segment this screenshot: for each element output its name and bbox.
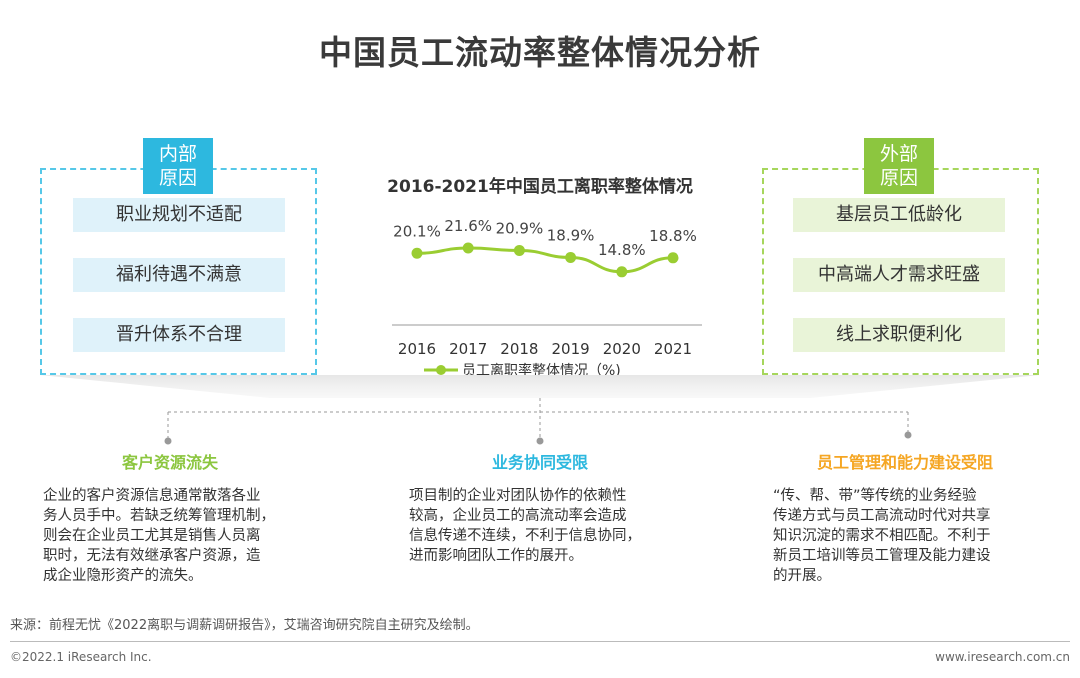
para-line: 进而影响团队工作的展开。 <box>409 548 583 564</box>
data-label: 20.9% <box>496 219 544 237</box>
x-tick-label: 2020 <box>603 340 641 358</box>
internal-reason-item: 福利待遇不满意 <box>73 258 285 292</box>
data-point <box>667 252 679 264</box>
connector-dot-right <box>904 431 912 439</box>
internal-reason-item: 职业规划不适配 <box>73 198 285 232</box>
external-reason-item: 基层员工低龄化 <box>793 198 1005 232</box>
data-label: 14.8% <box>598 241 646 259</box>
x-tick-label: 2016 <box>398 340 436 358</box>
x-tick-label: 2019 <box>552 340 590 358</box>
internal-reason-item: 晋升体系不合理 <box>73 318 285 352</box>
external-reason-item: 线上求职便利化 <box>793 318 1005 352</box>
section-text-collaboration: 项目制的企业对团队协作的依赖性 较高，企业员工的高流动率会造成 信息传递不连续，… <box>409 486 679 566</box>
para-line: 传递方式与员工高流动时代对共享 <box>773 508 991 524</box>
external-tag-line-2: 原因 <box>879 167 918 189</box>
para-line: 务人员手中。若缺乏统筹管理机制， <box>43 508 275 524</box>
section-heading-customer-loss: 客户资源流失 <box>121 453 218 472</box>
data-point <box>513 244 525 256</box>
legend-marker <box>436 365 446 375</box>
page-title: 中国员工流动率整体情况分析 <box>319 33 761 72</box>
copyright: ©2022.1 iResearch Inc. <box>10 650 152 664</box>
section-heading-management: 员工管理和能力建设受阻 <box>816 453 993 472</box>
internal-reasons-tag: 内部 原因 <box>143 138 213 194</box>
data-point <box>411 247 423 259</box>
para-line: 成企业隐形资产的流失。 <box>43 568 203 584</box>
legend-label: 员工离职率整体情况（%) <box>462 362 621 379</box>
para-line: 项目制的企业对团队协作的依赖性 <box>409 488 627 504</box>
para-line: 新员工培训等员工管理及能力建设 <box>773 548 991 564</box>
para-line: 信息传递不连续，不利于信息协同， <box>409 528 641 544</box>
footer-divider <box>10 641 1070 642</box>
section-text-customer-loss: 企业的客户资源信息通常散落各业 务人员手中。若缺乏统筹管理机制， 则会在企业员工… <box>43 486 315 586</box>
chart-title: 2016-2021年中国员工离职率整体情况 <box>387 177 693 197</box>
internal-tag-line-1: 内部 <box>158 143 197 165</box>
data-label: 20.1% <box>393 222 441 240</box>
x-tick-label: 2017 <box>449 340 487 358</box>
para-line: 较高，企业员工的高流动率会造成 <box>409 508 627 524</box>
x-tick-label: 2021 <box>654 340 692 358</box>
external-reasons-tag: 外部 原因 <box>864 138 934 194</box>
site-url[interactable]: www.iresearch.com.cn <box>935 650 1070 664</box>
data-label: 21.6% <box>444 217 492 235</box>
data-label: 18.9% <box>547 226 595 244</box>
turnover-line-chart: 20.1% 2016 21.6% 2017 20.9% 2018 18.9% 2019 14.8… <box>392 217 702 379</box>
internal-tag-line-2: 原因 <box>158 167 197 189</box>
data-point <box>565 251 577 263</box>
connector-dot-left <box>164 437 172 445</box>
section-text-management: “传、帮、带”等传统的业务经验 传递方式与员工高流动时代对共享 知识沉淀的需求不… <box>773 486 1045 586</box>
para-line: 企业的客户资源信息通常散落各业 <box>43 488 261 504</box>
connector-dot-center <box>536 437 544 445</box>
x-tick-label: 2018 <box>500 340 538 358</box>
external-tag-line-1: 外部 <box>879 143 918 165</box>
data-label: 18.8% <box>649 227 697 245</box>
para-line: 则会在企业员工尤其是销售人员离 <box>43 528 261 544</box>
para-line: 知识沉淀的需求不相匹配。不利于 <box>773 528 991 544</box>
external-reason-item: 中高端人才需求旺盛 <box>793 258 1005 292</box>
data-point <box>616 266 628 278</box>
para-line: “传、帮、带”等传统的业务经验 <box>773 488 977 504</box>
source-note: 来源：前程无忧《2022离职与调薪调研报告》，艾瑞咨询研究院自主研究及绘制。 <box>10 618 479 633</box>
para-line: 职时，无法有效继承客户资源，造 <box>43 548 261 564</box>
data-point <box>462 242 474 254</box>
section-heading-collaboration: 业务协同受限 <box>491 453 588 472</box>
para-line: 的开展。 <box>773 568 831 584</box>
